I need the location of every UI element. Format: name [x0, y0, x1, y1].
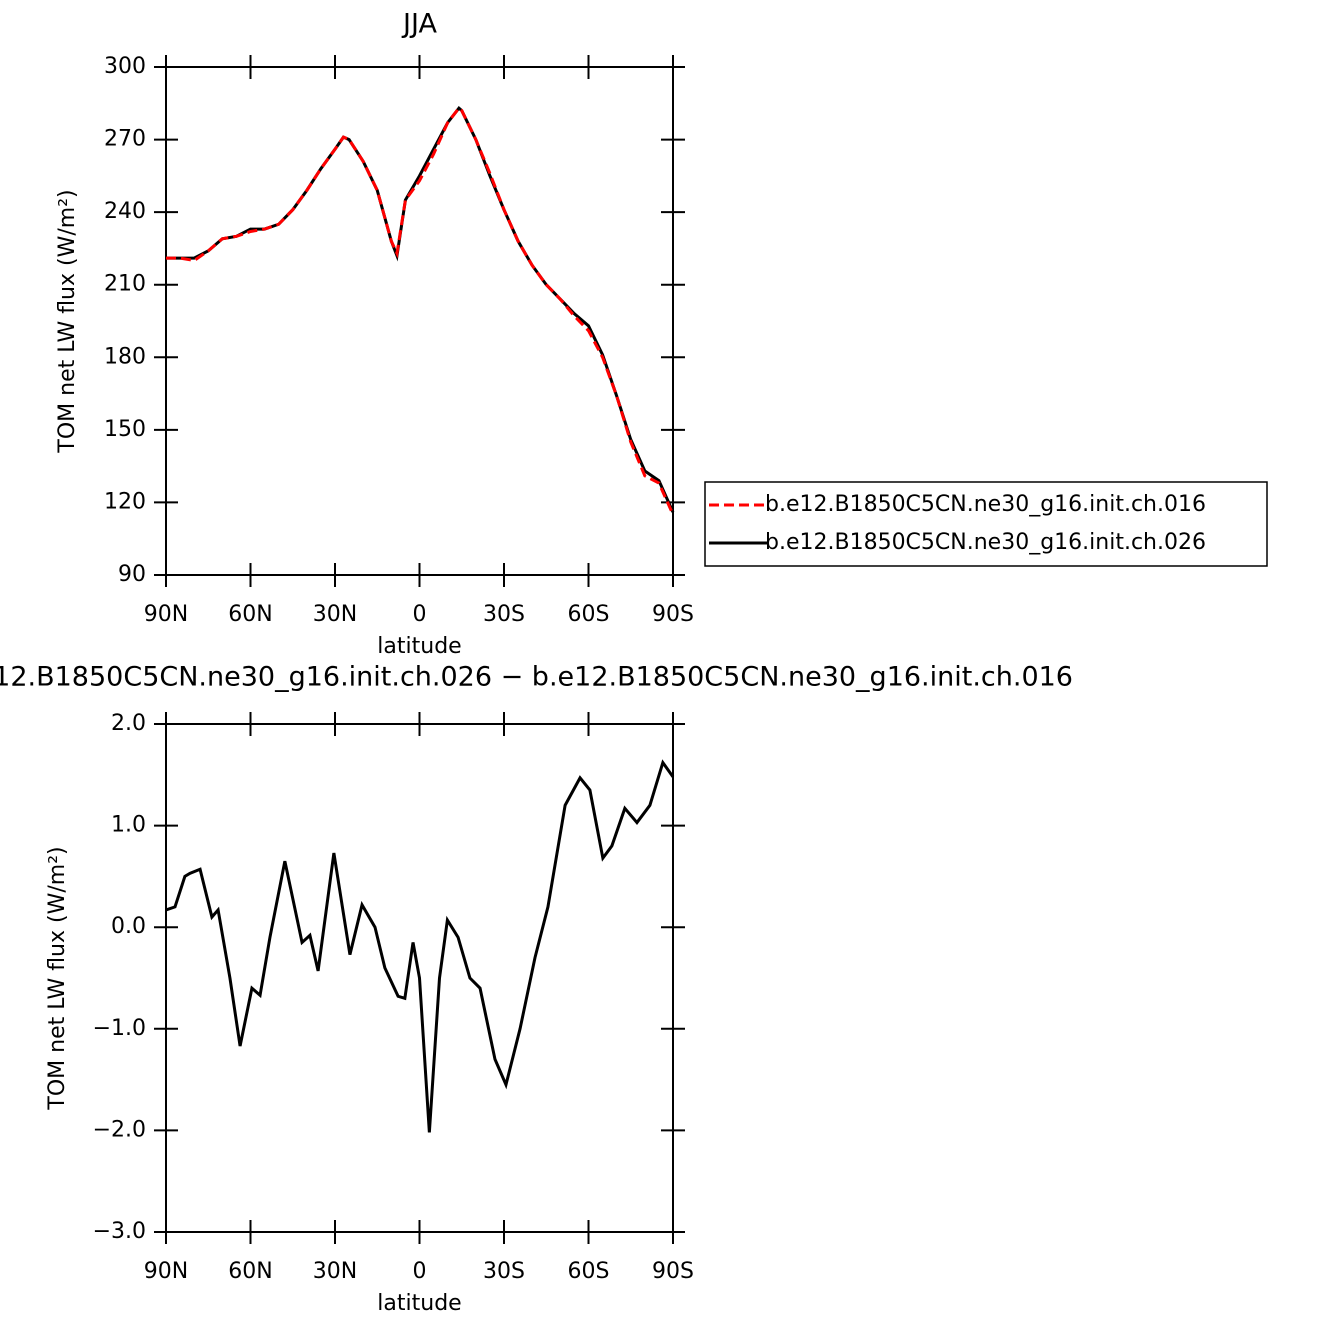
x-tick-label: 90S	[652, 1259, 694, 1284]
y-tick-label: 240	[104, 199, 146, 224]
y-axis-label: TOM net LW flux (W/m²)	[45, 846, 70, 1110]
x-tick-label: 60S	[568, 602, 610, 627]
x-tick-label: 90N	[144, 602, 188, 627]
y-tick-label: −1.0	[93, 1016, 146, 1041]
chart-title: b.e12.B1850C5CN.ne30_g16.init.ch.026 − b…	[0, 662, 1073, 693]
x-tick-label: 60N	[228, 602, 272, 627]
x-tick-label: 30S	[483, 1259, 525, 1284]
y-tick-label: 270	[104, 127, 146, 152]
y-tick-label: −2.0	[93, 1117, 146, 1142]
x-tick-label: 90N	[144, 1259, 188, 1284]
y-axis-label: TOM net LW flux (W/m²)	[55, 189, 80, 453]
y-tick-label: 180	[104, 344, 146, 369]
x-tick-label: 60N	[228, 1259, 272, 1284]
data-line	[166, 105, 675, 516]
x-axis-label: latitude	[377, 634, 461, 659]
plot-frame	[165, 66, 674, 576]
x-axis-label: latitude	[377, 1291, 461, 1316]
legend-box	[704, 481, 1268, 567]
x-tick-label: 30N	[313, 1259, 357, 1284]
y-tick-label: 120	[104, 489, 146, 514]
x-tick-label: 60S	[568, 1259, 610, 1284]
x-tick-label: 30S	[483, 602, 525, 627]
y-tick-label: 210	[104, 272, 146, 297]
legend-label: b.e12.B1850C5CN.ne30_g16.init.ch.016	[765, 492, 1206, 517]
y-tick-label: −3.0	[93, 1219, 146, 1244]
y-tick-label: 300	[104, 54, 146, 79]
data-line	[166, 105, 675, 513]
x-tick-label: 30N	[313, 602, 357, 627]
y-tick-label: 1.0	[111, 813, 146, 838]
x-tick-label: 90S	[652, 602, 694, 627]
y-tick-label: 2.0	[111, 711, 146, 736]
plot-frame	[165, 723, 674, 1233]
x-tick-label: 0	[413, 602, 427, 627]
x-tick-label: 0	[413, 1259, 427, 1284]
chart-title: JJA	[401, 9, 437, 40]
y-tick-label: 90	[118, 562, 146, 587]
data-line	[165, 759, 675, 1133]
y-tick-label: 0.0	[111, 914, 146, 939]
y-tick-label: 150	[104, 417, 146, 442]
legend-label: b.e12.B1850C5CN.ne30_g16.init.ch.026	[765, 530, 1206, 555]
